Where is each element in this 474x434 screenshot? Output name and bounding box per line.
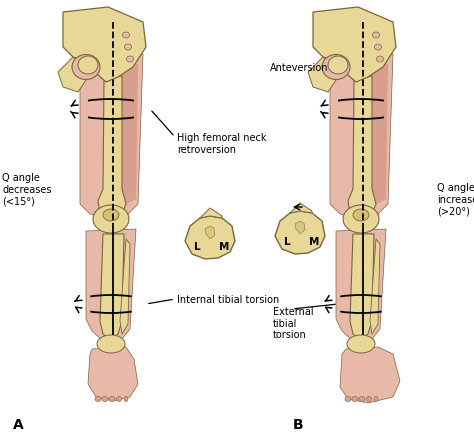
Polygon shape <box>290 204 312 214</box>
Polygon shape <box>360 60 388 214</box>
Ellipse shape <box>124 397 128 401</box>
Ellipse shape <box>122 33 129 39</box>
Text: Q angle
decreases
(<15°): Q angle decreases (<15°) <box>2 173 52 206</box>
Text: M: M <box>309 237 319 247</box>
Ellipse shape <box>374 45 382 51</box>
Polygon shape <box>110 60 138 214</box>
Text: L: L <box>283 237 290 247</box>
Text: B: B <box>292 417 303 431</box>
Polygon shape <box>350 234 374 339</box>
Text: Q angle
increases
(>20°): Q angle increases (>20°) <box>437 183 474 216</box>
Ellipse shape <box>97 335 125 353</box>
Text: External
tibial
torsion: External tibial torsion <box>273 306 314 339</box>
Polygon shape <box>308 58 338 93</box>
Polygon shape <box>58 58 88 93</box>
Ellipse shape <box>374 397 378 401</box>
Ellipse shape <box>93 206 129 233</box>
Polygon shape <box>313 8 396 83</box>
Polygon shape <box>340 347 400 403</box>
Text: Anteversion: Anteversion <box>270 63 328 73</box>
Polygon shape <box>185 217 235 260</box>
Polygon shape <box>63 8 146 83</box>
Ellipse shape <box>95 397 101 401</box>
Ellipse shape <box>345 397 351 401</box>
Ellipse shape <box>328 57 348 75</box>
Ellipse shape <box>125 45 131 51</box>
Polygon shape <box>275 211 325 254</box>
Ellipse shape <box>353 210 369 221</box>
Polygon shape <box>205 227 215 240</box>
Polygon shape <box>80 55 143 220</box>
Polygon shape <box>348 77 376 217</box>
Text: High femoral neck
retroversion: High femoral neck retroversion <box>177 133 266 154</box>
Text: Internal tibial torsion: Internal tibial torsion <box>177 294 279 304</box>
Ellipse shape <box>117 397 121 401</box>
Polygon shape <box>370 240 380 334</box>
Polygon shape <box>98 77 126 217</box>
Polygon shape <box>336 230 386 341</box>
Text: M: M <box>219 241 229 251</box>
Text: L: L <box>194 241 201 251</box>
Ellipse shape <box>359 397 365 401</box>
Polygon shape <box>120 240 130 334</box>
Polygon shape <box>88 347 138 401</box>
Ellipse shape <box>343 206 379 233</box>
Polygon shape <box>100 234 124 339</box>
Ellipse shape <box>322 56 350 80</box>
Polygon shape <box>330 55 393 220</box>
Ellipse shape <box>352 397 358 401</box>
Polygon shape <box>295 221 305 234</box>
Ellipse shape <box>102 397 108 401</box>
Ellipse shape <box>376 57 383 63</box>
Polygon shape <box>86 230 136 341</box>
Ellipse shape <box>109 397 115 401</box>
Ellipse shape <box>347 335 375 353</box>
Text: A: A <box>13 417 23 431</box>
Ellipse shape <box>78 57 98 75</box>
Ellipse shape <box>72 56 100 80</box>
Polygon shape <box>200 208 222 218</box>
Ellipse shape <box>373 33 380 39</box>
Ellipse shape <box>103 210 119 221</box>
Ellipse shape <box>127 57 134 63</box>
Ellipse shape <box>366 397 372 401</box>
